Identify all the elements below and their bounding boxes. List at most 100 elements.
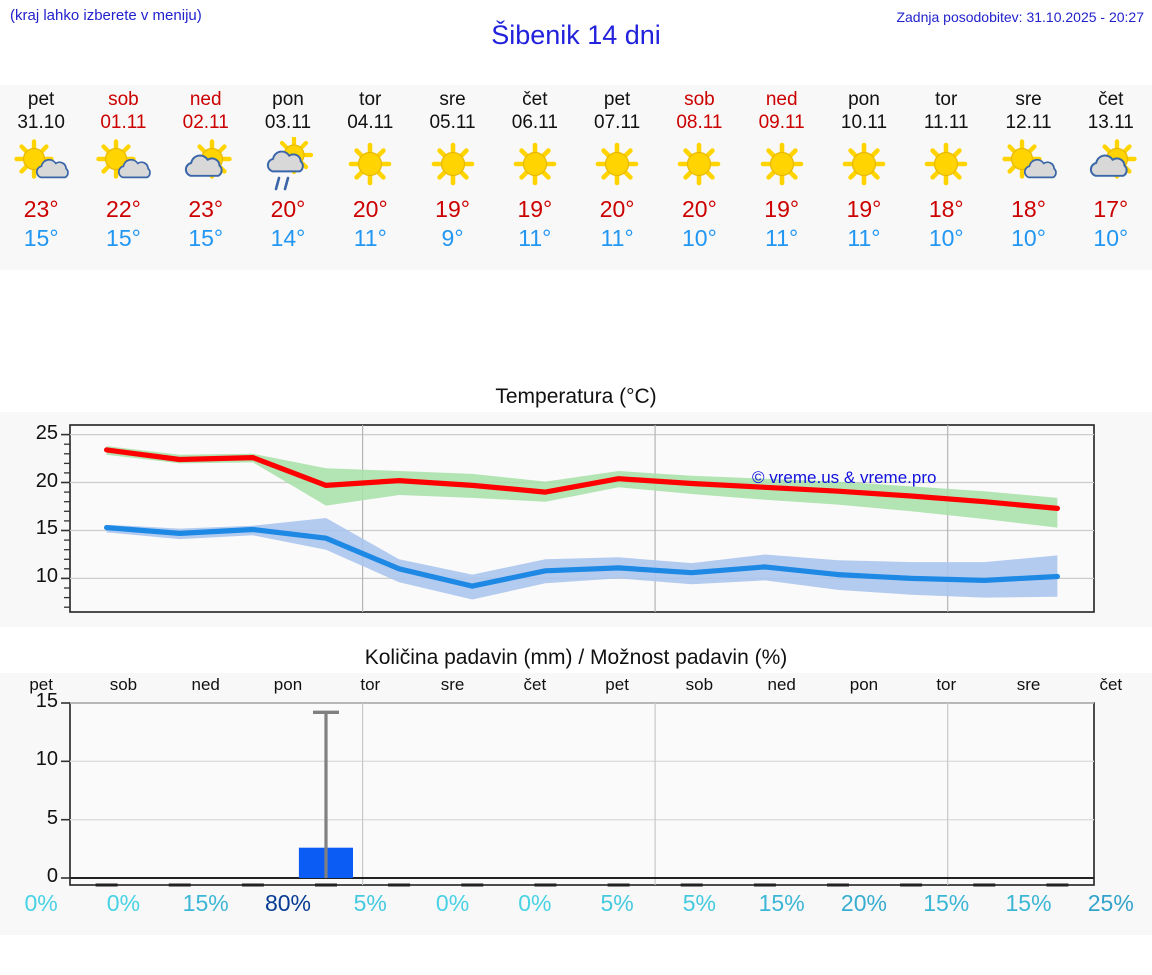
day-of-week-label: pet [603, 89, 631, 110]
day-date-label: 06.11 [511, 112, 558, 133]
day-forecast-column[interactable]: pet 31.10 23° 15° [0, 85, 82, 270]
max-temperature: 19° [435, 196, 470, 222]
max-temperature: 20° [599, 196, 635, 222]
day-of-week-label: čet [522, 89, 548, 110]
day-of-week-label: pon [272, 89, 304, 110]
sun-icon [578, 137, 656, 191]
precipitation-plot [61, 702, 1095, 887]
precipitation-probability-label: 5% [600, 890, 634, 916]
precipitation-day-label: pon [273, 675, 303, 694]
day-forecast-column[interactable]: ned 09.11 19° 11° [741, 85, 823, 270]
temperature-chart-block: Temperatura (°C) © vreme.us & vreme.pro … [0, 382, 1152, 627]
sun-cloud-icon [2, 137, 80, 191]
day-date-label: 31.10 [17, 112, 65, 133]
min-temperature: 11° [518, 225, 552, 251]
max-temperature: 18° [1011, 196, 1046, 222]
day-date-label: 03.11 [264, 112, 312, 133]
precipitation-day-label: čet [523, 675, 547, 694]
precipitation-probability-label: 0% [518, 890, 552, 916]
day-of-week-label: pon [848, 89, 880, 110]
day-of-week-label: tor [935, 89, 958, 110]
max-temperature: 19° [517, 196, 553, 222]
precipitation-probability-label: 0% [435, 890, 470, 916]
day-forecast-column[interactable]: pet 07.11 20° 11° [576, 85, 658, 270]
precipitation-probability-label: 5% [682, 890, 717, 916]
precipitation-probability-label: 0% [24, 890, 58, 916]
day-forecast-column[interactable]: sre 05.11 19° 9° [411, 85, 493, 270]
last-update-text: Zadnja posodobitev: 31.10.2025 - 20:27 [896, 9, 1144, 25]
day-of-week-label: pet [27, 89, 55, 110]
cloud-sun-rain-icon [249, 137, 327, 191]
day-of-week-label: sre [439, 89, 466, 110]
day-forecast-column[interactable]: tor 04.11 20° 11° [329, 85, 411, 270]
min-temperature: 10° [928, 225, 964, 251]
day-of-week-label: sob [684, 89, 715, 110]
min-temperature: 14° [270, 225, 306, 251]
day-forecast-column[interactable]: pon 03.11 20° 14° [247, 85, 329, 270]
max-temperature: 23° [188, 196, 224, 222]
precipitation-y-axis-label: 10 [35, 748, 58, 771]
day-forecast-column[interactable]: pon 10.11 19° 11° [823, 85, 905, 270]
precipitation-day-label: sre [1016, 675, 1041, 694]
day-date-label: 05.11 [429, 112, 476, 133]
precipitation-day-label: pon [849, 675, 879, 694]
page-title: Šibenik 14 dni [491, 20, 661, 50]
day-forecast-column[interactable]: ned 02.11 23° 15° [165, 85, 247, 270]
day-of-week-label: čet [1098, 89, 1124, 110]
temperature-plot [61, 424, 1095, 613]
sun-icon [660, 137, 738, 191]
precipitation-probability-label: 15% [923, 890, 970, 916]
min-temperature: 11° [765, 225, 799, 251]
day-forecast-column[interactable]: sob 08.11 20° 10° [658, 85, 740, 270]
temperature-y-axis-label: 20 [35, 469, 58, 492]
temperature-y-axis-label: 15 [35, 517, 58, 540]
precipitation-probability-label: 15% [1005, 890, 1052, 916]
day-forecast-column[interactable]: čet 06.11 19° 11° [494, 85, 576, 270]
day-of-week-label: ned [189, 89, 222, 110]
precipitation-day-label: sob [109, 675, 138, 694]
page-header: (kraj lahko izberete v meniju) Šibenik 1… [0, 0, 1152, 85]
sun-icon [496, 137, 574, 191]
precipitation-probability-label: 15% [758, 890, 805, 916]
copyright-watermark: © vreme.us & vreme.pro [752, 468, 937, 487]
precipitation-day-label: ned [191, 675, 220, 694]
day-date-label: 13.11 [1087, 112, 1134, 133]
min-temperature: 10° [1011, 225, 1046, 251]
menu-hint-text: (kraj lahko izberete v meniju) [10, 7, 202, 24]
day-forecast-column[interactable]: tor 11.11 18° 10° [905, 85, 987, 270]
precipitation-probability-label: 80% [264, 890, 311, 916]
temperature-y-axis-label: 25 [35, 421, 58, 444]
max-temperature: 20° [682, 196, 717, 222]
precipitation-y-axis-label: 5 [46, 806, 58, 829]
day-date-label: 12.11 [1005, 112, 1052, 133]
min-temperature: 10° [1093, 225, 1129, 251]
precipitation-probability-labels: 0% 0% 15% 80% 5% 0% 0% 5% 5% 15% 20% 15% 15% 25% [0, 890, 1152, 917]
day-forecast-column[interactable]: sre 12.11 18° 10° [987, 85, 1069, 270]
day-date-label: 11.11 [923, 112, 969, 133]
temperature-y-axis-label: 10 [35, 565, 58, 588]
sun-cloud-icon [84, 137, 162, 191]
precipitation-day-label: tor [360, 675, 381, 694]
day-date-label: 10.11 [840, 112, 888, 133]
max-temperature: 17° [1093, 196, 1129, 222]
precipitation-y-axis-label: 15 [35, 690, 58, 712]
day-forecast-column[interactable]: čet 13.11 17° 10° [1070, 85, 1152, 270]
sun-icon [743, 137, 821, 191]
precipitation-day-label: pet [29, 675, 53, 694]
day-forecast-column[interactable]: sob 01.11 22° 15° [82, 85, 164, 270]
max-temperature: 20° [352, 196, 388, 222]
day-of-week-label: ned [765, 89, 798, 110]
day-of-week-label: sob [108, 89, 139, 110]
sun-icon [907, 137, 985, 191]
min-temperature: 10° [682, 225, 717, 251]
day-date-label: 01.11 [100, 112, 147, 133]
max-temperature: 22° [106, 196, 141, 222]
precipitation-day-label: ned [767, 675, 796, 694]
day-date-label: 09.11 [758, 112, 805, 133]
max-temperature: 18° [928, 196, 964, 222]
precipitation-probability-label: 20% [840, 890, 887, 916]
day-date-label: 07.11 [594, 112, 641, 133]
precipitation-probability-label: 15% [182, 890, 229, 916]
sun-cloud-icon [990, 137, 1068, 191]
